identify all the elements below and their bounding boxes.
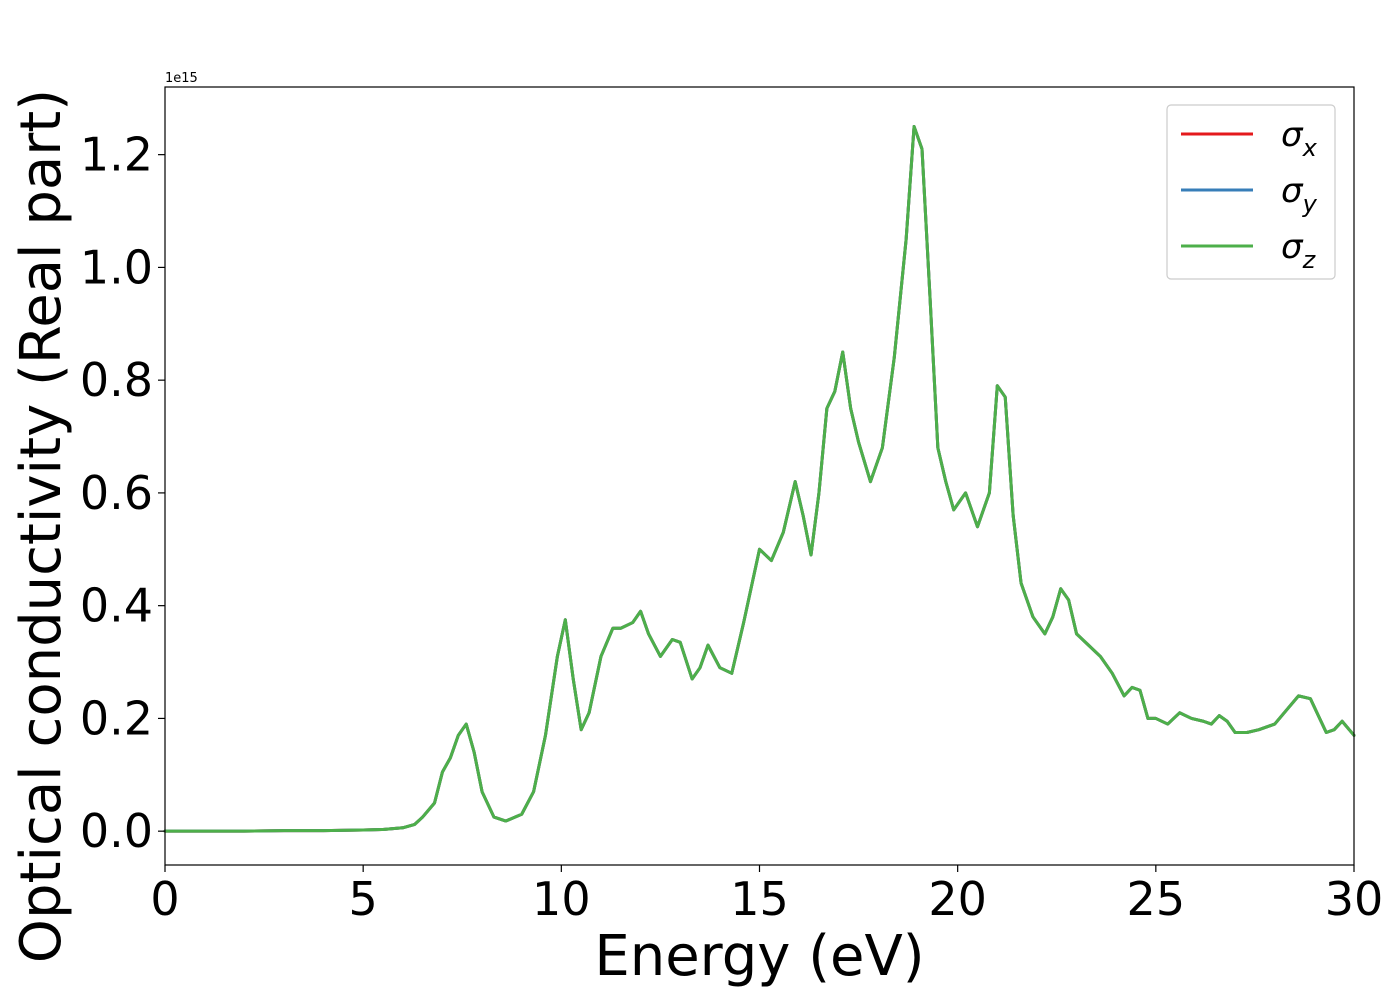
x-tick-label: 30 xyxy=(1325,872,1384,926)
legend-label-x: σx xyxy=(1281,115,1318,162)
x-tick-label: 5 xyxy=(349,872,378,926)
y-tick-label: 0.2 xyxy=(80,691,153,745)
x-tick-label: 25 xyxy=(1127,872,1186,926)
y-axis-label: Optical conductivity (Real part) xyxy=(9,89,74,963)
legend-label-y: σy xyxy=(1281,171,1318,218)
y-axis-ticks: 0.0 0.2 0.4 0.6 0.8 1.0 1.2 xyxy=(80,128,165,858)
y-tick-label: 1.2 xyxy=(80,128,153,182)
y-tick-label: 0.8 xyxy=(80,353,153,407)
series-layer xyxy=(163,124,1356,833)
x-tick-label: 0 xyxy=(150,872,179,926)
x-axis-label: Energy (eV) xyxy=(594,924,924,989)
legend-label-z: σz xyxy=(1281,227,1317,274)
series-line-z xyxy=(163,124,1356,833)
legend-items: σx σy σz xyxy=(1181,115,1318,274)
x-tick-label: 15 xyxy=(730,872,789,926)
y-tick-label: 1.0 xyxy=(80,240,153,294)
x-tick-label: 10 xyxy=(532,872,591,926)
legend-box xyxy=(1166,104,1336,280)
y-offset-text: 1e15 xyxy=(165,71,198,86)
x-axis-ticks: 0 5 10 15 20 25 30 xyxy=(150,865,1383,926)
legend: σx σy σz xyxy=(1166,104,1336,280)
x-tick-label: 20 xyxy=(928,872,987,926)
y-tick-label: 0.6 xyxy=(80,466,153,520)
y-tick-label: 0.4 xyxy=(80,579,153,633)
y-tick-label: 0.0 xyxy=(80,804,153,858)
